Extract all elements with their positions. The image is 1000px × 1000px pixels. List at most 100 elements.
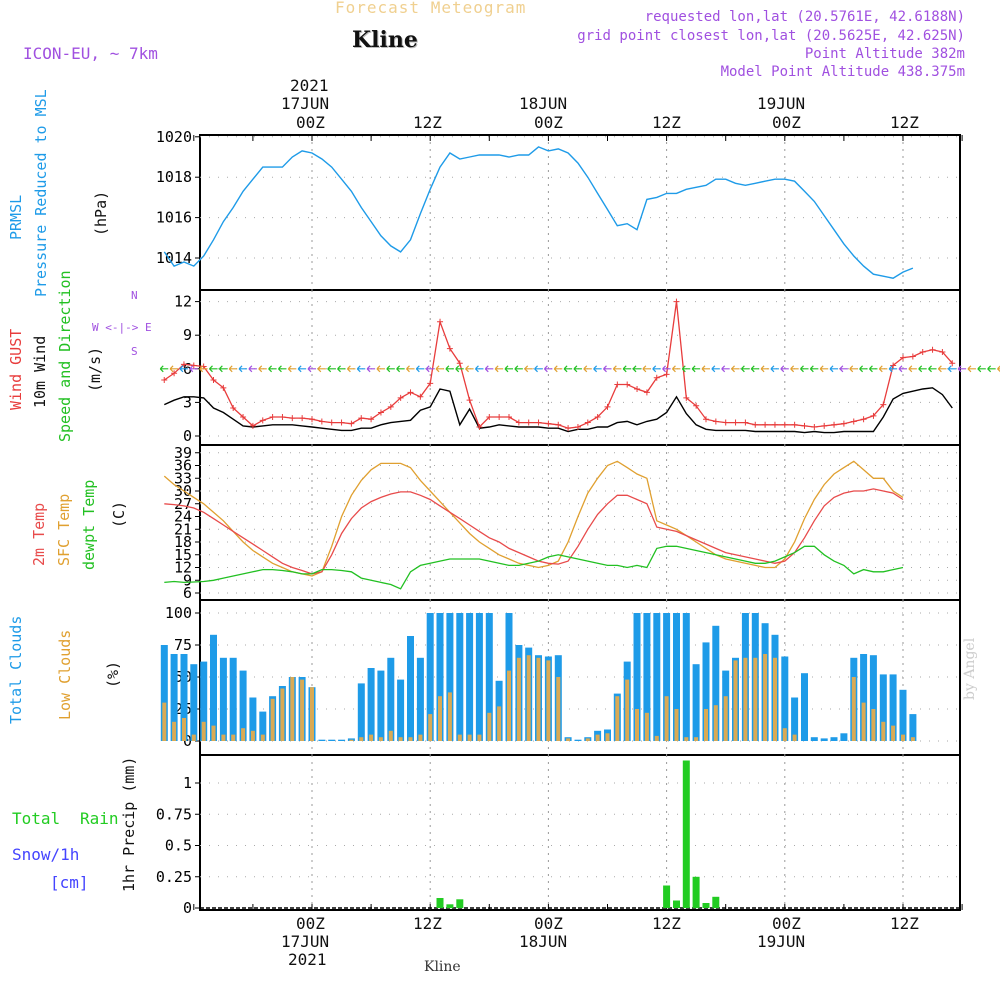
low-cloud-bar	[310, 687, 314, 741]
top-year: 2021	[290, 76, 329, 95]
low-cloud-bar	[684, 737, 689, 741]
wind-direction-arrow	[839, 365, 848, 373]
total-cloud-bar	[682, 613, 690, 741]
gust-point	[338, 419, 345, 426]
point-altitude: Point Altitude 382m	[804, 46, 965, 62]
wind-direction-arrow	[465, 365, 474, 373]
wind-direction-arrow	[800, 365, 809, 373]
low-cloud-bar	[713, 705, 718, 741]
total-cloud-bar	[475, 613, 483, 741]
gust-point	[880, 401, 887, 408]
grid-lines	[193, 135, 963, 910]
low-cloud-bar	[556, 677, 561, 741]
gust-point	[407, 389, 414, 396]
wind-direction-arrow	[583, 365, 592, 373]
gust-point	[397, 394, 404, 401]
gust-point	[752, 421, 759, 428]
wind-direction-arrow	[396, 365, 405, 373]
y-tick-labels: 1014101610181020036912691215182124273033…	[156, 128, 192, 917]
low-cloud-bar	[881, 721, 886, 741]
wind-direction-arrow	[888, 365, 898, 373]
low-cloud-bar	[694, 737, 699, 741]
low-cloud-bar	[526, 655, 531, 741]
bottom-time-label: 00Z	[772, 914, 801, 933]
low-cloud-bar	[447, 692, 452, 741]
low-cloud-bar	[408, 737, 413, 741]
low-cloud-bar	[378, 737, 383, 741]
low-cloud-bar	[635, 709, 639, 741]
wind-direction-arrow	[169, 365, 179, 373]
gust-point	[722, 419, 729, 426]
wind-direction-arrow	[612, 365, 622, 373]
model-altitude: Model Point Altitude 438.375m	[720, 64, 965, 80]
data-marks	[160, 147, 1000, 909]
wind-direction-arrow	[750, 365, 760, 373]
gust-point	[653, 374, 660, 381]
total-cloud-bar	[239, 670, 247, 741]
wind-direction-arrow	[908, 365, 917, 373]
grid-coords: grid point closest lon,lat (20.5625E, 42…	[577, 28, 965, 44]
total-cloud-bar	[574, 739, 582, 741]
wind-gust-line	[163, 301, 953, 429]
y-tick-label: 12	[174, 293, 192, 311]
wind-direction-arrow	[642, 365, 651, 373]
sfc-temp-line	[163, 460, 904, 577]
low-cloud-bar	[763, 654, 768, 741]
low-cloud-bar	[507, 670, 511, 741]
wind-direction-arrow	[740, 365, 750, 373]
y-tick-label: 15	[174, 546, 192, 564]
low-cloud-bar	[487, 712, 492, 741]
wind-direction-arrow	[780, 365, 789, 373]
top-day-label: 19JUN	[757, 94, 806, 113]
wind-direction-arrow	[947, 365, 957, 373]
gust-point	[387, 403, 394, 410]
wind-direction-arrow	[514, 365, 523, 373]
total-cloud-bar	[446, 613, 454, 741]
gust-point	[496, 413, 503, 420]
total-cloud-bar	[485, 613, 493, 741]
wind-direction-arrow	[406, 365, 415, 373]
gust-point	[318, 418, 325, 425]
precip-rain-label: Rain	[80, 809, 119, 828]
gust-point	[446, 345, 453, 352]
wind-direction-arrow	[494, 365, 504, 373]
wind-direction-arrow	[829, 365, 839, 373]
total-cloud-bar	[702, 642, 710, 741]
bottom-time-label: 12Z	[890, 914, 919, 933]
compass-we: W <-|-> E	[92, 321, 152, 334]
footer-location: Kline	[424, 959, 461, 975]
wind-direction-arrow	[622, 365, 632, 373]
wind-direction-arrow	[563, 365, 573, 373]
low-cloud-bar	[457, 734, 462, 741]
gust-point	[515, 419, 522, 426]
low-cloud-bar	[891, 725, 896, 741]
gust-point	[417, 393, 424, 400]
wind-direction-arrow	[504, 365, 513, 373]
gust-point	[210, 377, 217, 383]
low-cloud-bar	[625, 679, 630, 741]
wind-direction-arrow	[534, 365, 543, 373]
precip-total-label: Total	[12, 809, 61, 828]
gust-point	[939, 349, 946, 355]
panel-frame	[199, 754, 961, 911]
top-time-label: 12Z	[652, 113, 681, 132]
wind-direction-arrow	[731, 365, 740, 373]
total-cloud-bar	[673, 613, 680, 741]
total-cloud-bar	[840, 733, 848, 741]
low-cloud-bar	[674, 709, 679, 741]
gust-point	[486, 413, 493, 420]
wind-direction-arrow	[425, 365, 435, 373]
total-cloud-bar	[328, 739, 336, 741]
gust-point	[604, 403, 611, 410]
gust-point	[673, 298, 680, 305]
y-tick-label: 100	[165, 604, 192, 622]
gust-point	[368, 416, 375, 423]
gust-point	[900, 354, 906, 361]
total-cloud-bar	[397, 679, 405, 741]
wind-direction-arrow	[652, 365, 661, 373]
wind-direction-arrow	[268, 365, 277, 373]
total-cloud-bar	[456, 613, 464, 741]
low-cloud-bar	[398, 737, 403, 741]
gust-point	[929, 346, 936, 353]
gust-point	[171, 370, 178, 377]
